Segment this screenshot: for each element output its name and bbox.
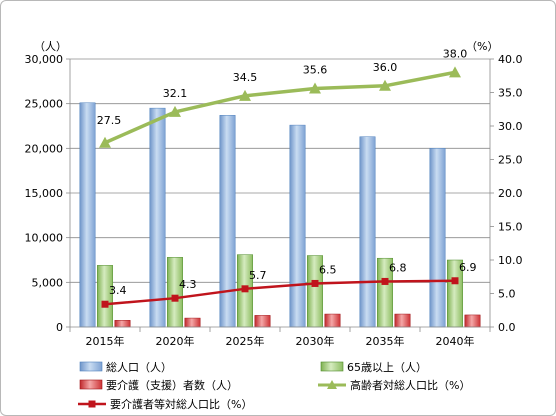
- x-tick-label: 2030年: [296, 334, 335, 348]
- left-tick-label: 10,000: [25, 232, 64, 245]
- right-tick-label: 25.0: [498, 154, 523, 167]
- bar-total-population: [149, 107, 166, 328]
- left-tick-label: 20,000: [25, 142, 64, 155]
- legend: 総人口（人） 65歳以上（人） 要介護（支援）者数（人） 高齢者対総人口比（%）…: [78, 360, 470, 411]
- right-tick-label: 10.0: [498, 254, 523, 267]
- legend-swatch-total-population: [79, 361, 103, 372]
- data-label-elderly-ratio: 27.5: [97, 114, 122, 127]
- bar-care-recipients: [114, 320, 131, 328]
- left-tick-label: 25,000: [25, 98, 64, 111]
- right-axis-unit: （%）: [466, 40, 498, 53]
- data-label-elderly-ratio: 36.0: [373, 61, 398, 74]
- bar-total-population: [219, 115, 236, 328]
- data-label-care-ratio: 5.7: [249, 269, 267, 282]
- legend-label-65-and-over: 65歳以上（人）: [347, 361, 427, 374]
- point-elderly-ratio: [379, 79, 391, 91]
- bar-care-recipients: [394, 313, 411, 328]
- data-label-elderly-ratio: 34.5: [233, 71, 258, 84]
- x-tick-label: 2035年: [366, 334, 405, 348]
- bar-total-population: [429, 148, 446, 328]
- data-labels: 27.5 32.1 34.5 35.6 36.0 38.0 3.4 4.3 5.7 6.5 6.8 6…: [97, 47, 477, 297]
- legend-label-care-ratio: 要介護者等対総人口比（%）: [110, 397, 252, 411]
- data-label-care-ratio: 6.8: [389, 261, 407, 274]
- axes: 0 5,000 10,000 15,000 20,000 25,000 30,000 0.0 5…: [25, 53, 523, 348]
- legend-label-total-population: 総人口（人）: [106, 360, 172, 374]
- legend-label-elderly-ratio: 高齢者対総人口比（%）: [350, 378, 470, 392]
- point-elderly-ratio: [449, 66, 461, 78]
- right-tick-label: 5.0: [498, 288, 516, 301]
- bar-total-population: [79, 102, 96, 328]
- right-tick-label: 20.0: [498, 187, 523, 200]
- bar-care-recipients: [184, 317, 201, 328]
- bars: [79, 102, 481, 328]
- right-tick-label: 35.0: [498, 87, 523, 100]
- bar-care-recipients: [254, 315, 271, 328]
- data-label-care-ratio: 6.9: [459, 261, 477, 274]
- left-tick-label: 0: [56, 321, 63, 334]
- right-tick-label: 40.0: [498, 53, 523, 66]
- right-tick-label: 30.0: [498, 120, 523, 133]
- legend-marker-elderly-ratio: [327, 380, 337, 389]
- point-elderly-ratio: [99, 136, 111, 148]
- bar-total-population: [359, 136, 376, 328]
- bar-65-and-over: [167, 257, 183, 328]
- legend-swatch-care-recipients: [79, 379, 103, 390]
- bar-care-recipients: [324, 313, 341, 328]
- data-label-elderly-ratio: 35.6: [303, 63, 328, 76]
- bar-total-population: [289, 124, 306, 328]
- point-care-ratio: [241, 285, 249, 293]
- lines: [99, 66, 461, 308]
- legend-marker-care-ratio: [88, 400, 96, 408]
- point-care-ratio: [311, 279, 319, 287]
- data-label-care-ratio: 4.3: [179, 278, 197, 291]
- point-elderly-ratio: [169, 105, 181, 117]
- left-axis-unit: （人）: [34, 40, 67, 53]
- data-label-elderly-ratio: 38.0: [443, 47, 468, 60]
- point-care-ratio: [101, 300, 109, 308]
- point-elderly-ratio: [239, 89, 251, 101]
- bar-care-recipients: [464, 314, 481, 328]
- line-care-ratio: [104, 279, 456, 306]
- point-care-ratio: [381, 277, 389, 285]
- right-tick-label: 0.0: [498, 321, 516, 334]
- point-care-ratio: [171, 294, 179, 302]
- legend-swatch-65-and-over: [320, 361, 344, 372]
- x-tick-label: 2015年: [86, 334, 125, 348]
- x-tick-label: 2025年: [226, 334, 265, 348]
- right-tick-label: 15.0: [498, 221, 523, 234]
- data-label-elderly-ratio: 32.1: [163, 87, 188, 100]
- legend-label-care-recipients: 要介護（支援）者数（人）: [106, 378, 238, 392]
- left-tick-label: 30,000: [25, 53, 64, 66]
- point-care-ratio: [451, 277, 459, 285]
- left-tick-label: 5,000: [32, 276, 64, 289]
- x-tick-label: 2020年: [156, 334, 195, 348]
- data-label-care-ratio: 6.5: [319, 263, 337, 276]
- line-elderly-ratio: [104, 70, 456, 145]
- point-elderly-ratio: [309, 82, 321, 94]
- left-tick-label: 15,000: [25, 187, 64, 200]
- data-label-care-ratio: 3.4: [109, 284, 127, 297]
- x-tick-label: 2040年: [436, 334, 475, 348]
